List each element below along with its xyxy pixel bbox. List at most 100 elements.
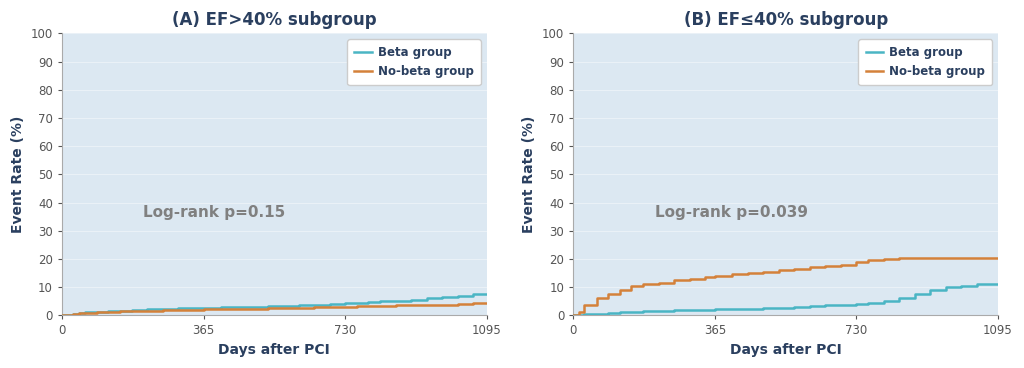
No-beta group bbox=[992, 255, 1005, 260]
Beta group bbox=[114, 308, 126, 313]
No-beta group bbox=[404, 303, 417, 307]
No-beta group bbox=[572, 310, 585, 315]
Line: No-beta group: No-beta group bbox=[61, 304, 486, 315]
Beta group bbox=[908, 292, 921, 296]
No-beta group bbox=[591, 296, 603, 301]
Title: (A) EF>40% subgroup: (A) EF>40% subgroup bbox=[172, 11, 377, 29]
Beta group bbox=[79, 310, 91, 315]
No-beta group bbox=[91, 310, 103, 314]
No-beta group bbox=[126, 309, 138, 313]
Beta group bbox=[74, 311, 86, 315]
Beta group bbox=[572, 313, 585, 318]
No-beta group bbox=[613, 288, 626, 292]
Beta group bbox=[324, 302, 336, 307]
No-beta group bbox=[452, 302, 464, 306]
No-beta group bbox=[668, 278, 680, 282]
No-beta group bbox=[757, 269, 769, 274]
No-beta group bbox=[819, 264, 831, 268]
Beta group bbox=[67, 312, 79, 316]
Beta group bbox=[339, 301, 351, 306]
No-beta group bbox=[230, 307, 243, 311]
Beta group bbox=[567, 313, 580, 318]
No-beta group bbox=[699, 275, 712, 279]
Beta group bbox=[850, 302, 862, 306]
No-beta group bbox=[939, 255, 951, 260]
No-beta group bbox=[467, 301, 479, 306]
Beta group bbox=[819, 303, 831, 308]
Beta group bbox=[187, 306, 200, 310]
Title: (B) EF≤40% subgroup: (B) EF≤40% subgroup bbox=[683, 11, 888, 29]
Y-axis label: Event Rate (%): Event Rate (%) bbox=[11, 116, 26, 233]
Beta group bbox=[578, 312, 590, 317]
X-axis label: Days after PCI: Days after PCI bbox=[218, 343, 330, 357]
No-beta group bbox=[350, 304, 362, 308]
Beta group bbox=[61, 313, 74, 318]
Beta group bbox=[709, 307, 721, 312]
Beta group bbox=[467, 292, 479, 296]
No-beta group bbox=[726, 272, 738, 277]
No-beta group bbox=[835, 262, 847, 267]
Line: Beta group: Beta group bbox=[573, 284, 998, 315]
Beta group bbox=[862, 300, 874, 305]
Beta group bbox=[971, 282, 983, 287]
Legend: Beta group, No-beta group: Beta group, No-beta group bbox=[347, 39, 481, 85]
Beta group bbox=[436, 295, 449, 299]
Beta group bbox=[276, 304, 289, 308]
Beta group bbox=[362, 300, 375, 305]
Beta group bbox=[91, 309, 103, 314]
No-beta group bbox=[741, 271, 754, 275]
No-beta group bbox=[878, 257, 890, 261]
Beta group bbox=[939, 285, 951, 289]
Beta group bbox=[480, 292, 493, 296]
Beta group bbox=[924, 288, 936, 292]
Beta group bbox=[157, 307, 169, 311]
No-beta group bbox=[850, 259, 862, 264]
Text: Log-rank p=0.039: Log-rank p=0.039 bbox=[654, 205, 808, 220]
Beta group bbox=[878, 299, 890, 304]
No-beta group bbox=[578, 303, 590, 308]
Beta group bbox=[652, 309, 665, 313]
No-beta group bbox=[215, 307, 227, 311]
Beta group bbox=[293, 303, 305, 308]
No-beta group bbox=[141, 308, 154, 313]
X-axis label: Days after PCI: Days after PCI bbox=[730, 343, 842, 357]
Beta group bbox=[198, 305, 210, 310]
Beta group bbox=[602, 311, 614, 315]
Legend: Beta group, No-beta group: Beta group, No-beta group bbox=[858, 39, 992, 85]
No-beta group bbox=[324, 305, 336, 309]
No-beta group bbox=[102, 309, 115, 314]
Beta group bbox=[955, 283, 968, 288]
No-beta group bbox=[246, 306, 258, 311]
No-beta group bbox=[788, 266, 801, 271]
No-beta group bbox=[389, 303, 401, 308]
No-beta group bbox=[955, 255, 968, 260]
Line: Beta group: Beta group bbox=[61, 294, 486, 315]
No-beta group bbox=[436, 302, 449, 307]
No-beta group bbox=[709, 274, 721, 278]
Beta group bbox=[683, 308, 695, 312]
Text: Log-rank p=0.15: Log-rank p=0.15 bbox=[143, 205, 286, 220]
Beta group bbox=[788, 305, 801, 309]
Beta group bbox=[55, 313, 68, 318]
Beta group bbox=[389, 298, 401, 303]
Beta group bbox=[626, 310, 638, 314]
Beta group bbox=[637, 309, 649, 314]
Beta group bbox=[421, 296, 433, 301]
No-beta group bbox=[804, 265, 816, 270]
No-beta group bbox=[908, 255, 921, 260]
No-beta group bbox=[172, 308, 184, 312]
No-beta group bbox=[421, 302, 433, 307]
No-beta group bbox=[308, 305, 321, 309]
No-beta group bbox=[567, 313, 580, 318]
Beta group bbox=[804, 304, 816, 308]
No-beta group bbox=[339, 304, 351, 309]
No-beta group bbox=[198, 307, 210, 312]
No-beta group bbox=[157, 308, 169, 312]
No-beta group bbox=[652, 281, 665, 285]
No-beta group bbox=[626, 283, 638, 288]
Beta group bbox=[126, 308, 138, 312]
No-beta group bbox=[683, 276, 695, 281]
Line: No-beta group: No-beta group bbox=[573, 258, 998, 315]
Beta group bbox=[404, 298, 417, 302]
Beta group bbox=[215, 305, 227, 309]
